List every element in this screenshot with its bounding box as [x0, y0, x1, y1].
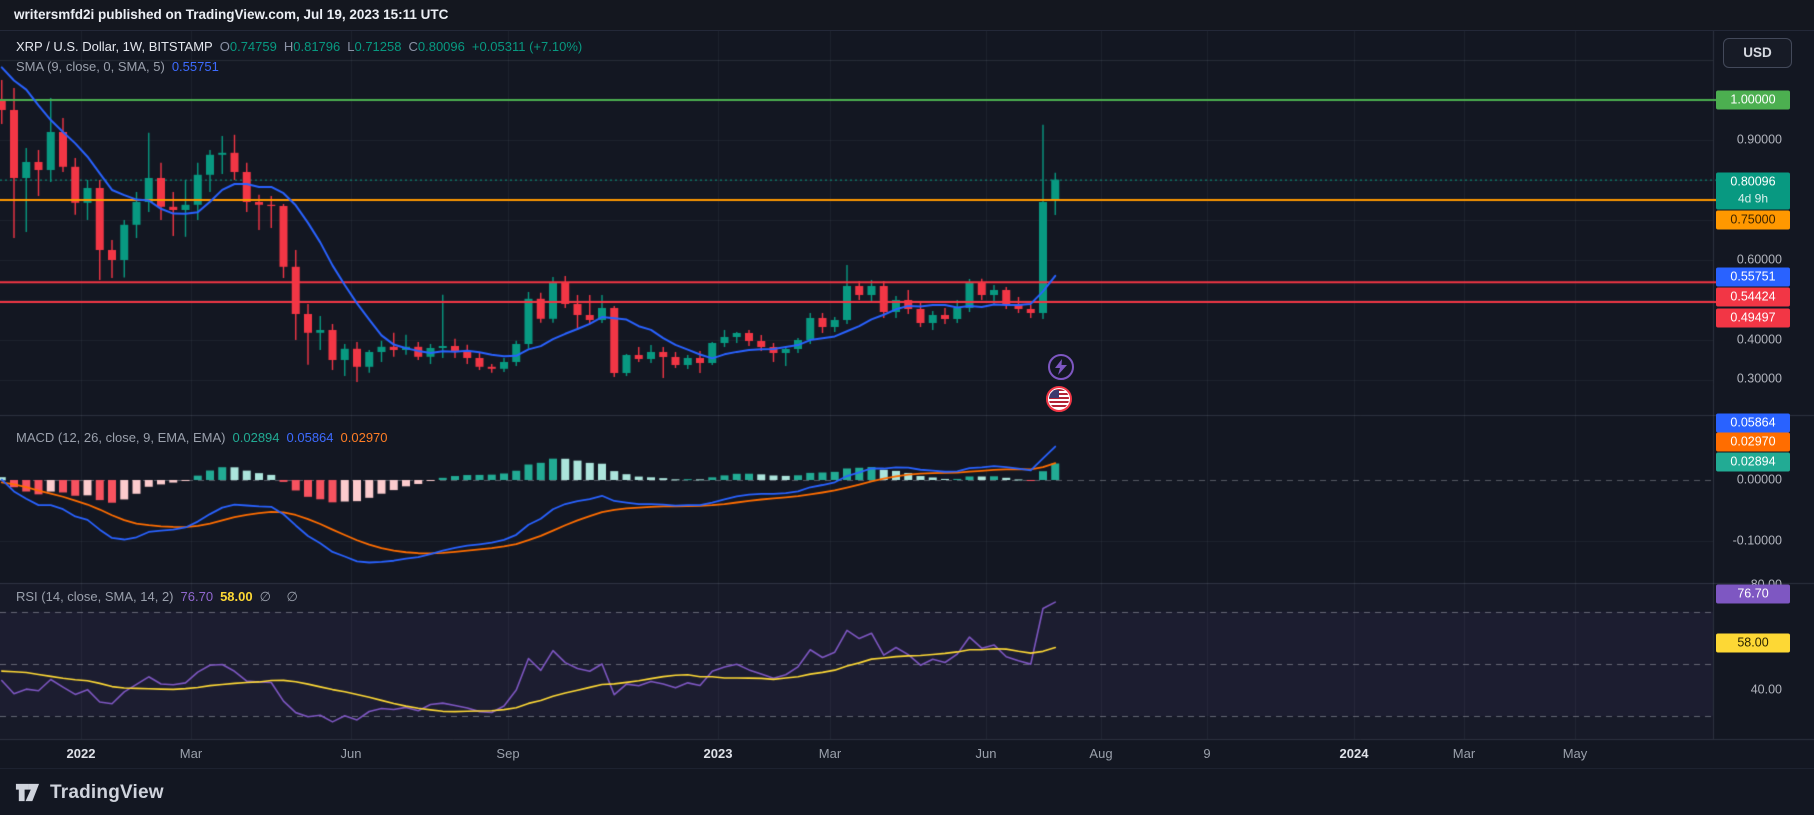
publish-bar: writersmfd2i published on TradingView.co… [0, 0, 1814, 31]
ohlc-open: O0.74759 [219, 39, 277, 54]
ohlc-low: L0.71258 [347, 39, 402, 54]
time-tick-label: 2023 [703, 746, 733, 761]
time-tick-label: Mar [818, 746, 842, 761]
sma-label: SMA (9, close, 0, SMA, 5) [16, 59, 165, 74]
time-tick-label: 2024 [1339, 746, 1369, 761]
currency-button[interactable]: USD [1723, 38, 1792, 68]
time-tick-label: Sep [496, 746, 520, 761]
tradingview-logo-icon [15, 783, 40, 802]
price-scale-label: 0.54424 [1716, 287, 1790, 307]
price-scale-label: 0.80096 4d 9h [1716, 172, 1790, 210]
price-scale-label: 0.02970 [1716, 432, 1790, 452]
price-scale-label: 0.05864 [1716, 413, 1790, 433]
macd-hist-value: 0.02894 [232, 430, 280, 445]
macd-legend: MACD (12, 26, close, 9, EMA, EMA) 0.0289… [16, 430, 388, 445]
rsi-value: 76.70 [180, 589, 214, 604]
tradingview-logo-text: TradingView [50, 781, 164, 803]
sma-legend: SMA (9, close, 0, SMA, 5) 0.55751 [16, 59, 219, 74]
macd-line-value: 0.05864 [286, 430, 334, 445]
price-scale-label: 0.30000 [1736, 371, 1782, 386]
publish-text: writersmfd2i published on TradingView.co… [14, 7, 449, 22]
rsi-divergence-flags: ∅ ∅ [259, 589, 304, 604]
sma-value: 0.55751 [171, 59, 219, 74]
price-scale-label: 1.00000 [1716, 90, 1790, 110]
time-tick-label: Mar [1452, 746, 1476, 761]
price-scale-label: 0.90000 [1736, 132, 1782, 147]
time-tick-label: Jun [975, 746, 997, 761]
price-scale-label: 0.40000 [1736, 332, 1782, 347]
price-scale-label: 76.70 [1716, 584, 1790, 604]
price-scale-label: 58.00 [1716, 633, 1790, 653]
time-tick-label: Jun [340, 746, 362, 761]
time-tick-label: 9 [1203, 746, 1211, 761]
price-scale-label: 0.02894 [1716, 452, 1790, 472]
macd-signal-value: 0.02970 [340, 430, 388, 445]
us-flag-icon [1049, 389, 1069, 409]
rsi-legend: RSI (14, close, SMA, 14, 2) 76.70 58.00 … [16, 589, 304, 605]
time-tick-label: May [1562, 746, 1588, 761]
ohlc-high: H0.81796 [283, 39, 341, 54]
symbol-legend: XRP / U.S. Dollar, 1W, BITSTAMP O0.74759… [16, 39, 582, 54]
time-axis[interactable]: 2022 Mar Jun Sep 2023 Mar Jun Aug 9 2024 Mar May [0, 739, 1713, 768]
rsi-sma-value: 58.00 [220, 589, 253, 604]
time-tick-label: Aug [1089, 746, 1113, 761]
time-tick-label: Mar [179, 746, 203, 761]
price-scale-label: 0.75000 [1716, 210, 1790, 230]
event-marker-lightning[interactable] [1048, 354, 1074, 380]
us-flag-canton [1049, 390, 1059, 398]
lightning-icon [1055, 359, 1067, 375]
price-scale-label: -0.10000 [1732, 533, 1782, 548]
logo-bar: TradingView [0, 768, 1814, 815]
symbol-title: XRP / U.S. Dollar, 1W, BITSTAMP [16, 39, 213, 54]
price-scale-label: 0.60000 [1736, 252, 1782, 267]
rsi-label: RSI (14, close, SMA, 14, 2) [16, 589, 174, 604]
macd-label: MACD (12, 26, close, 9, EMA, EMA) [16, 430, 226, 445]
price-scale-label: 0.00000 [1736, 472, 1782, 487]
price-scale-label: 0.49497 [1716, 308, 1790, 328]
time-tick-label: 2022 [66, 746, 96, 761]
ohlc-change: +0.05311 (+7.10%) [471, 39, 583, 54]
event-marker-us-flag[interactable] [1046, 386, 1072, 412]
price-scale-label: 0.55751 [1716, 267, 1790, 287]
price-scale-label: 40.00 [1750, 682, 1782, 697]
ohlc-close: C0.80096 [408, 39, 465, 54]
